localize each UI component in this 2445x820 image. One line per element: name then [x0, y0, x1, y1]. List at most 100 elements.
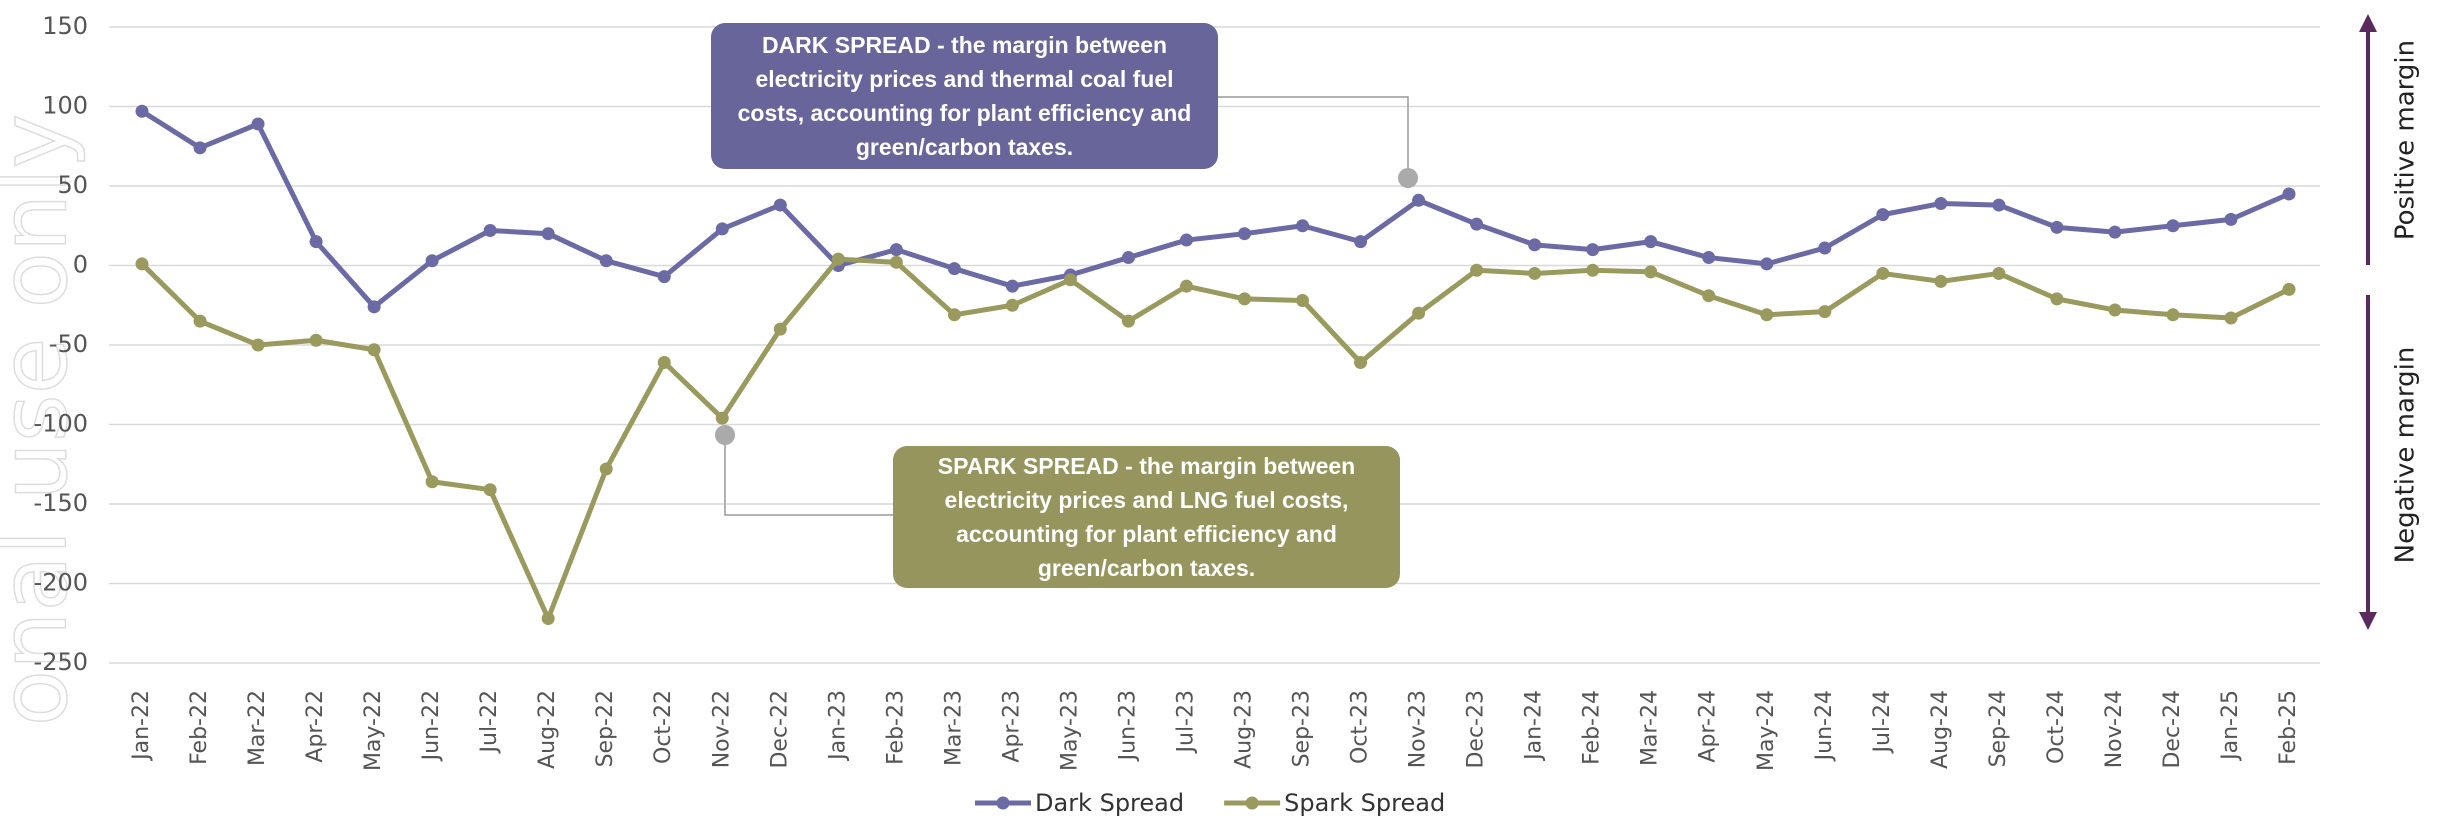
series-line	[140, 256, 2291, 621]
x-tick-label: Jun-23	[1115, 690, 1140, 762]
data-point	[1876, 266, 1890, 280]
data-point	[1934, 274, 1948, 288]
data-point	[193, 314, 207, 328]
x-tick-label: Nov-23	[1406, 690, 1431, 768]
data-point	[715, 411, 729, 425]
annotation-box: DARK SPREAD - the margin between electri…	[711, 23, 1218, 169]
data-point	[599, 462, 613, 476]
data-point	[947, 308, 961, 322]
y-tick-label: -200	[34, 569, 88, 597]
x-tick-label: Jun-22	[419, 690, 444, 762]
connector	[724, 435, 893, 516]
data-point	[1063, 273, 1077, 287]
x-tick-label: Oct-24	[2044, 690, 2069, 764]
data-point	[2224, 311, 2238, 325]
x-tick-label: May-24	[1754, 690, 1779, 771]
data-point	[1702, 251, 1716, 265]
annotation-box: SPARK SPREAD - the margin between electr…	[893, 446, 1400, 588]
data-point	[1470, 217, 1484, 231]
data-point	[1818, 305, 1832, 319]
x-tick-label: Feb-22	[187, 690, 212, 765]
x-tick-label: Aug-24	[1928, 690, 1953, 769]
data-point	[599, 254, 613, 268]
x-tick-label: Mar-24	[1638, 690, 1663, 766]
side-label: Positive margin	[2391, 40, 2421, 240]
data-point	[1005, 298, 1019, 312]
data-point	[1470, 263, 1484, 277]
x-tick-label: Mar-23	[941, 690, 966, 766]
data-point	[251, 338, 265, 352]
data-point	[657, 270, 671, 284]
data-point	[1992, 198, 2006, 212]
data-point	[1412, 306, 1426, 320]
data-point	[2108, 303, 2122, 317]
data-point	[251, 117, 265, 131]
legend-marker	[996, 796, 1010, 810]
data-point	[2166, 219, 2180, 233]
y-tick-label: -150	[34, 489, 88, 517]
data-point	[483, 483, 497, 497]
data-point	[889, 243, 903, 257]
data-point	[135, 104, 149, 118]
x-tick-label: Oct-22	[651, 690, 676, 764]
data-point	[2224, 212, 2238, 226]
x-tick-label: Nov-24	[2102, 690, 2127, 768]
x-tick-label: Dec-23	[1464, 690, 1489, 769]
data-point	[1296, 293, 1310, 307]
x-tick-label: Jan-25	[2218, 690, 2243, 762]
data-point	[1992, 266, 2006, 280]
data-point	[1644, 235, 1658, 249]
data-point	[1296, 219, 1310, 233]
data-point	[1876, 208, 1890, 222]
x-tick-label: Jan-23	[825, 690, 850, 762]
data-point	[367, 300, 381, 314]
x-tick-label: Jun-24	[1812, 690, 1837, 762]
y-tick-label: 100	[42, 92, 88, 120]
x-tick-label: Dec-22	[767, 690, 792, 769]
data-point	[1005, 279, 1019, 293]
data-point	[1238, 292, 1252, 306]
data-point	[1354, 355, 1368, 369]
x-tick-label: Mar-22	[245, 690, 270, 766]
data-point	[831, 252, 845, 266]
x-tick-label: May-22	[361, 690, 386, 771]
data-point	[541, 227, 555, 241]
data-point	[1818, 241, 1832, 255]
data-point	[773, 198, 787, 212]
connector	[1218, 96, 1409, 178]
x-tick-label: Jul-23	[1173, 690, 1198, 754]
x-tick-label: Aug-22	[535, 690, 560, 769]
data-point	[309, 235, 323, 249]
watermark: onal use only	[0, 114, 87, 726]
data-point	[541, 611, 555, 625]
data-point	[1179, 279, 1193, 293]
data-point	[425, 254, 439, 268]
data-point	[425, 475, 439, 489]
data-point	[483, 224, 497, 238]
series-line	[140, 109, 2291, 310]
x-tick-label: Apr-23	[999, 690, 1024, 763]
x-tick-label: Sep-22	[593, 690, 618, 767]
y-tick-label: 50	[57, 171, 88, 199]
data-point	[2282, 187, 2296, 201]
data-point	[2166, 308, 2180, 322]
x-tick-label: Feb-24	[1580, 690, 1605, 765]
arrow-head	[2359, 14, 2377, 32]
x-tick-label: Jul-22	[477, 690, 502, 754]
data-point	[2108, 225, 2122, 239]
data-point	[657, 355, 671, 369]
x-tick-label: Feb-25	[2276, 690, 2301, 765]
legend-marker	[1245, 796, 1259, 810]
data-point	[135, 257, 149, 271]
data-point	[1586, 243, 1600, 257]
x-tick-label: May-23	[1057, 690, 1082, 771]
data-point	[2050, 220, 2064, 234]
legend-label: Dark Spread	[1035, 789, 1184, 817]
y-tick-label: -100	[34, 410, 88, 438]
data-point	[715, 222, 729, 236]
x-tick-label: Jan-22	[129, 690, 154, 762]
data-point	[1934, 196, 1948, 210]
x-tick-label: Jul-24	[1870, 690, 1895, 754]
